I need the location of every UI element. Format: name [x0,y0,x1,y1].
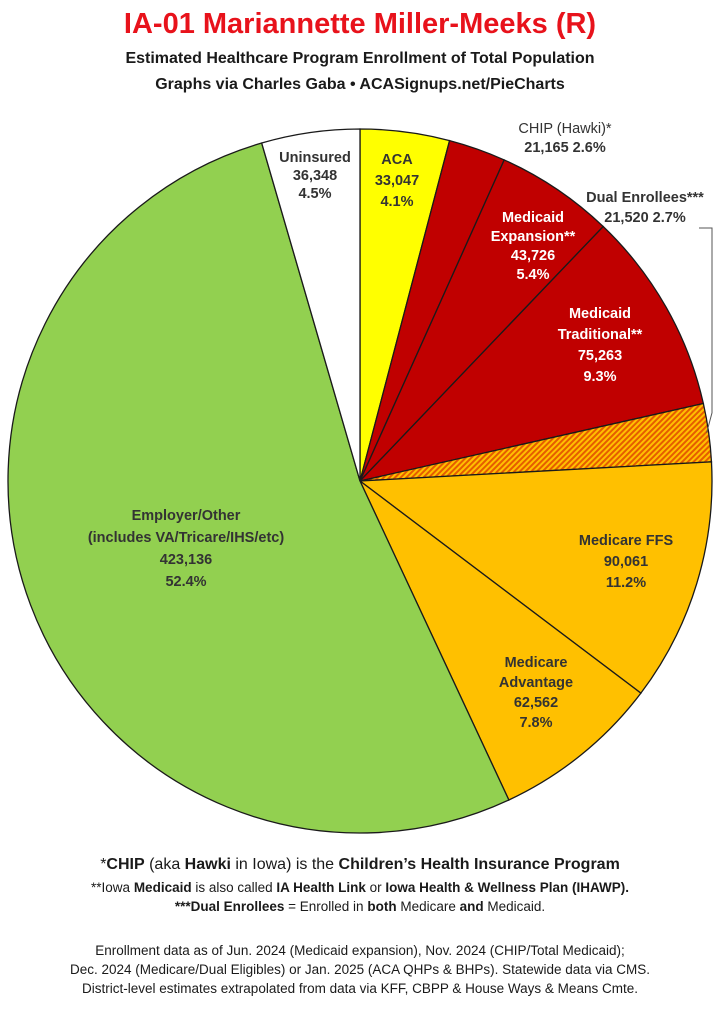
page-title: IA-01 Mariannette Miller-Meeks (R) [123,8,597,40]
slice-label-medicaid-traditional: Medicaid Traditional** 75,263 9.3% [558,306,643,385]
source-note-line-3: District-level estimates extrapolated fr… [82,981,638,996]
source-note-line-1: Enrollment data as of Jun. 2024 (Medicai… [95,943,625,958]
slice-label-dual: Dual Enrollees*** 21,520 2.7% [586,190,704,226]
pie-slice-uninsured [260,128,361,482]
slice-label-aca: ACA 33,047 4.1% [375,152,419,210]
slice-label-medicare-ffs: Medicare FFS 90,061 11.2% [579,533,674,591]
footnote-medicaid: **Iowa Medicaid is also called IA Health… [91,880,629,895]
slice-label-chip: CHIP (Hawki)* 21,165 2.6% [518,121,612,156]
leader-line-dual-enrollees [699,227,713,433]
pie-slice-medicaid-traditional [358,225,705,483]
pie-chart: ACA 33,047 4.1% CHIP (Hawki)* 21,165 2.6% Med… [7,121,713,834]
slice-label-medicare-advantage: Medicare Advantage 62,562 7.8% [499,655,573,731]
footnote-chip: *CHIP (aka Hawki in Iowa) is the Childre… [100,856,620,873]
credit-line: Graphs via Charles Gaba • ACASignups.net… [155,76,565,93]
slice-label-employer: Employer/Other (includes VA/Tricare/IHS/e… [88,508,285,590]
source-note-line-2: Dec. 2024 (Medicare/Dual Eligibles) or J… [70,962,650,977]
pie-slice-medicare-advantage [359,480,642,801]
subtitle: Estimated Healthcare Program Enrollment … [125,50,595,67]
slice-label-uninsured: Uninsured 36,348 4.5% [279,150,351,202]
pie-slice-medicare-ffs [358,461,713,695]
footnote-dual: ***Dual Enrollees = Enrolled in both Med… [174,899,546,914]
pie-slice-employer [7,142,510,834]
slice-label-medicaid-expansion: Medicaid Expansion** 43,726 5.4% [491,210,576,283]
